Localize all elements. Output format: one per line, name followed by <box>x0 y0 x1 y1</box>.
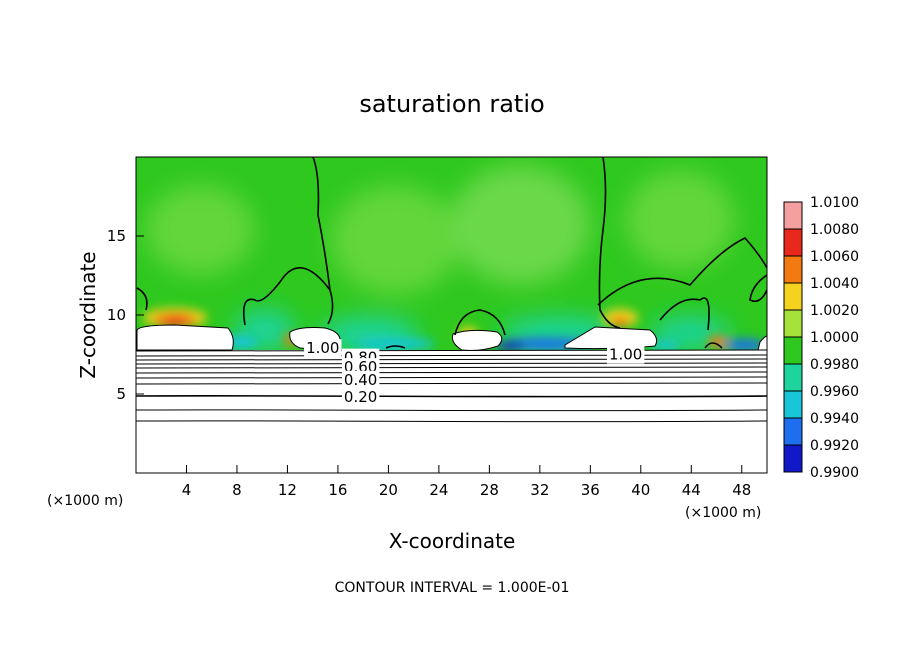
colorbar-swatch <box>784 256 802 283</box>
colorbar-swatch <box>784 202 802 229</box>
colorbar: 1.0100 1.0080 1.0060 1.0040 1.0020 1.0000 0.99… <box>783 195 859 481</box>
colorbar-swatch <box>784 391 802 418</box>
y-tick-label: 10 <box>107 306 126 324</box>
contour-label-background <box>304 339 342 358</box>
x-tick-label: 36 <box>581 481 600 499</box>
colorbar-label: 1.0000 <box>810 330 859 346</box>
colorbar-swatch <box>784 418 802 445</box>
colorbar-label: 0.9920 <box>810 438 859 454</box>
colorbar-label: 0.9940 <box>810 411 859 427</box>
x-tick-label: 48 <box>732 481 751 499</box>
unit-contour <box>136 157 767 349</box>
contour-label: 1.00 <box>609 346 642 364</box>
colorbar-swatch <box>784 337 802 364</box>
field-shading <box>145 165 735 353</box>
subsaturated-region <box>136 350 767 473</box>
colorbar-swatch <box>784 445 802 472</box>
contour-lines <box>136 349 767 423</box>
colorbar-label: 0.9960 <box>810 384 859 400</box>
x-tick-label: 20 <box>379 481 398 499</box>
x-tick-label: 12 <box>278 481 297 499</box>
contour-label-background <box>341 388 380 407</box>
x-tick-label: 44 <box>682 481 701 499</box>
colorbar-label: 0.9980 <box>810 357 859 373</box>
colorbar-label: 0.9900 <box>810 465 859 481</box>
contour-labels: 1.000.800.600.400.201.00 <box>304 339 645 407</box>
contour-interval-label: CONTOUR INTERVAL = 1.000E-01 <box>335 580 570 596</box>
y-axis-label: Z-coordinate <box>76 251 100 378</box>
contour-label-background <box>341 370 380 389</box>
chart-title: saturation ratio <box>359 90 544 118</box>
x-tick-label: 28 <box>480 481 499 499</box>
x-tick-label: 16 <box>328 481 347 499</box>
contour-label-background <box>606 345 645 364</box>
colorbar-swatch <box>784 229 802 256</box>
x-tick-label: 32 <box>530 481 549 499</box>
contour-label: 0.40 <box>344 371 377 389</box>
cloud-blobs <box>136 324 767 351</box>
x-tick-label: 24 <box>429 481 448 499</box>
x-tick-label: 40 <box>631 481 650 499</box>
colorbar-label: 1.0100 <box>810 195 859 211</box>
x-tick-label: 4 <box>182 481 192 499</box>
x-axis-label: X-coordinate <box>389 529 516 553</box>
y-tick-label: 5 <box>116 385 126 403</box>
x-axis: 4 8 12 16 20 24 28 32 36 40 44 48 <box>182 465 751 499</box>
colorbar-label: 1.0040 <box>810 276 859 292</box>
contour-label: 0.20 <box>344 388 377 406</box>
colorbar-swatch <box>784 364 802 391</box>
colorbar-swatch <box>784 310 802 337</box>
contour-label: 1.00 <box>306 339 339 357</box>
x-unit-right: (×1000 m) <box>685 505 761 521</box>
y-tick-label: 15 <box>107 227 126 245</box>
x-tick-label: 8 <box>232 481 242 499</box>
y-axis: 5 10 15 <box>107 227 144 403</box>
colorbar-label: 1.0060 <box>810 249 859 265</box>
plot-area: 1.000.800.600.400.201.00 <box>136 157 767 473</box>
x-unit-left: (×1000 m) <box>47 493 123 509</box>
colorbar-swatch <box>784 283 802 310</box>
colorbar-label: 1.0080 <box>810 222 859 238</box>
colorbar-label: 1.0020 <box>810 303 859 319</box>
